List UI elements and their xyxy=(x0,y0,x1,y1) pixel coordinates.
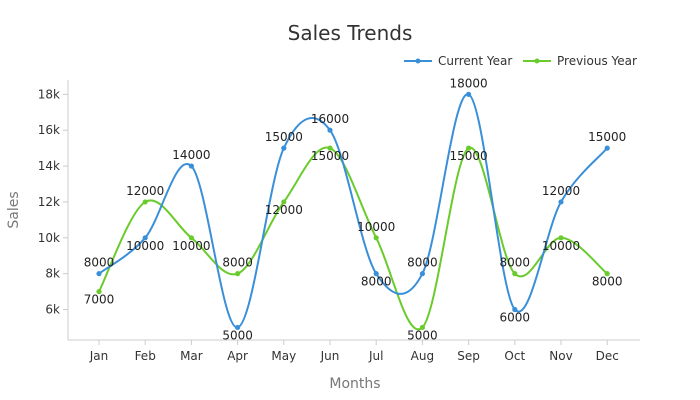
legend-item-current-year[interactable]: Current Year xyxy=(404,54,512,68)
series-points xyxy=(96,91,610,331)
data-label-current-year-aug: 8000 xyxy=(407,256,438,270)
data-point-current-year-dec[interactable] xyxy=(604,145,610,151)
data-point-current-year-jun[interactable] xyxy=(327,127,333,133)
data-label-previous-year-dec: 8000 xyxy=(592,275,623,289)
data-label-previous-year-apr: 8000 xyxy=(222,256,253,270)
data-label-current-year-feb: 10000 xyxy=(126,239,164,253)
x-tick-label-oct: Oct xyxy=(504,349,525,363)
data-point-current-year-may[interactable] xyxy=(281,145,287,151)
data-label-current-year-apr: 5000 xyxy=(222,328,253,342)
x-axis-title: Months xyxy=(329,376,380,392)
data-label-previous-year-may: 12000 xyxy=(265,203,303,217)
data-point-previous-year-jun[interactable] xyxy=(327,145,333,151)
data-point-current-year-jan[interactable] xyxy=(96,271,102,277)
data-point-current-year-oct[interactable] xyxy=(512,306,518,313)
data-point-current-year-mar[interactable] xyxy=(188,163,194,169)
data-label-current-year-may: 15000 xyxy=(265,130,303,144)
x-tick-label-aug: Aug xyxy=(411,349,434,363)
data-point-current-year-apr[interactable] xyxy=(235,324,241,331)
data-point-previous-year-jul[interactable] xyxy=(373,235,379,241)
data-label-previous-year-jul: 10000 xyxy=(357,220,395,234)
legend-label-previous-year: Previous Year xyxy=(557,54,637,68)
data-point-previous-year-mar[interactable] xyxy=(188,235,194,241)
legend: Current Year Previous Year xyxy=(404,54,637,68)
chart-title: Sales Trends xyxy=(288,21,413,45)
y-axis-title: Sales xyxy=(6,191,22,228)
data-label-current-year-jan: 8000 xyxy=(84,256,115,270)
data-point-previous-year-jan[interactable] xyxy=(96,288,102,295)
x-tick-label-may: May xyxy=(271,349,296,363)
data-point-previous-year-apr[interactable] xyxy=(235,271,241,277)
data-label-previous-year-nov: 10000 xyxy=(542,239,580,253)
data-label-previous-year-oct: 8000 xyxy=(500,256,531,270)
data-label-current-year-nov: 12000 xyxy=(542,184,580,198)
y-tick-label-18k: 18k xyxy=(38,87,60,101)
data-label-current-year-dec: 15000 xyxy=(588,130,626,144)
data-label-previous-year-mar: 10000 xyxy=(172,239,210,253)
y-tick-label-16k: 16k xyxy=(38,123,60,137)
data-point-previous-year-aug[interactable] xyxy=(419,324,425,331)
y-tick-label-14k: 14k xyxy=(38,159,60,173)
data-point-current-year-feb[interactable] xyxy=(142,235,148,241)
y-tick-label-12k: 12k xyxy=(38,195,60,209)
data-label-current-year-mar: 14000 xyxy=(172,148,210,162)
legend-item-previous-year[interactable]: Previous Year xyxy=(523,54,637,68)
legend-marker-previous-year xyxy=(534,58,540,64)
data-point-previous-year-may[interactable] xyxy=(281,199,287,205)
data-label-current-year-jul: 8000 xyxy=(361,275,392,289)
data-point-current-year-jul[interactable] xyxy=(373,271,379,277)
y-tick-label-6k: 6k xyxy=(45,303,60,317)
x-axis-ticks: Jan Feb Mar Apr May Jun Jul Aug Sep Oct Nov Dec xyxy=(89,340,619,363)
data-label-previous-year-aug: 5000 xyxy=(407,328,438,342)
x-tick-label-jan: Jan xyxy=(89,349,109,363)
data-labels: 8000 7000 10000 12000 14000 10000 5000 8000 1500… xyxy=(84,76,627,342)
x-tick-label-jul: Jul xyxy=(368,349,383,363)
data-point-previous-year-nov[interactable] xyxy=(558,235,564,241)
data-label-previous-year-jun: 15000 xyxy=(311,149,349,163)
x-tick-label-feb: Feb xyxy=(135,349,156,363)
data-label-current-year-sep: 18000 xyxy=(450,76,488,90)
y-tick-label-8k: 8k xyxy=(45,267,60,281)
x-tick-label-jun: Jun xyxy=(320,349,340,363)
data-point-current-year-aug[interactable] xyxy=(419,271,425,277)
x-tick-label-sep: Sep xyxy=(457,349,480,363)
x-tick-label-nov: Nov xyxy=(549,349,572,363)
data-label-previous-year-sep: 15000 xyxy=(450,149,488,163)
data-label-current-year-oct: 6000 xyxy=(500,311,531,325)
series-line-current-year xyxy=(98,93,608,329)
series-lines xyxy=(98,93,608,331)
y-tick-label-10k: 10k xyxy=(38,231,60,245)
data-label-previous-year-jan: 7000 xyxy=(84,293,115,307)
data-point-current-year-nov[interactable] xyxy=(558,199,564,205)
data-point-current-year-sep[interactable] xyxy=(466,91,472,97)
data-point-previous-year-dec[interactable] xyxy=(604,271,610,277)
legend-label-current-year: Current Year xyxy=(438,54,512,68)
x-tick-label-mar: Mar xyxy=(180,349,203,363)
data-point-previous-year-sep[interactable] xyxy=(466,145,472,151)
data-point-previous-year-oct[interactable] xyxy=(512,271,518,277)
data-label-current-year-jun: 16000 xyxy=(311,112,349,126)
x-tick-label-dec: Dec xyxy=(596,349,619,363)
data-point-previous-year-feb[interactable] xyxy=(142,199,148,205)
y-axis-ticks: 6k 8k 10k 12k 14k 16k 18k xyxy=(38,87,68,317)
x-tick-label-apr: Apr xyxy=(227,349,248,363)
data-label-previous-year-feb: 12000 xyxy=(126,184,164,198)
plot-area: 6k 8k 10k 12k 14k 16k 18k Jan Feb Mar Apr May Jun Ju… xyxy=(38,76,640,363)
legend-marker-current-year xyxy=(415,58,421,64)
